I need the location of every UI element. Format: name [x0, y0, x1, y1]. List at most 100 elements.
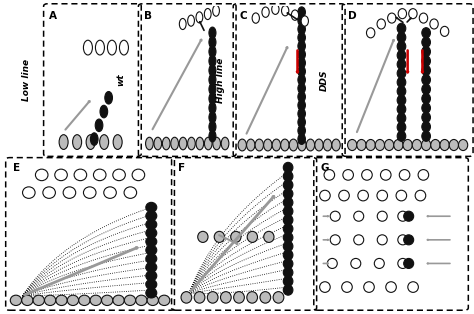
Circle shape [404, 235, 414, 245]
Circle shape [301, 16, 309, 26]
Circle shape [146, 254, 157, 264]
Circle shape [283, 206, 293, 216]
Circle shape [397, 86, 406, 96]
Circle shape [45, 295, 56, 306]
Circle shape [422, 103, 430, 113]
Circle shape [146, 202, 157, 212]
Circle shape [422, 75, 430, 85]
Circle shape [181, 292, 192, 303]
Circle shape [397, 113, 406, 123]
Circle shape [283, 267, 293, 278]
Circle shape [418, 170, 428, 180]
Circle shape [366, 139, 375, 150]
Circle shape [231, 231, 241, 242]
Circle shape [343, 170, 354, 180]
Circle shape [55, 169, 67, 181]
Circle shape [146, 245, 157, 255]
Circle shape [213, 137, 220, 150]
Circle shape [209, 36, 216, 48]
Circle shape [330, 211, 340, 221]
Circle shape [422, 28, 430, 38]
Circle shape [298, 91, 305, 102]
Circle shape [397, 23, 406, 34]
Circle shape [83, 40, 92, 55]
Circle shape [323, 139, 332, 151]
Text: F: F [178, 163, 185, 173]
Circle shape [358, 190, 368, 201]
Circle shape [283, 171, 293, 181]
Circle shape [449, 139, 458, 150]
Circle shape [422, 112, 430, 122]
Circle shape [403, 139, 412, 150]
Circle shape [283, 232, 293, 243]
Circle shape [273, 292, 284, 303]
Circle shape [146, 288, 157, 298]
Circle shape [374, 258, 384, 268]
Circle shape [419, 13, 428, 23]
Circle shape [408, 282, 419, 292]
Circle shape [415, 190, 426, 201]
Circle shape [412, 139, 421, 150]
Circle shape [234, 292, 245, 303]
Circle shape [398, 9, 407, 19]
Circle shape [298, 15, 305, 26]
Circle shape [298, 139, 306, 151]
Circle shape [196, 12, 203, 23]
Circle shape [79, 295, 90, 306]
Circle shape [105, 91, 112, 104]
Text: DDS: DDS [320, 69, 329, 91]
Circle shape [101, 295, 113, 306]
Text: wt: wt [117, 74, 125, 86]
Circle shape [347, 139, 357, 150]
Circle shape [342, 282, 352, 292]
Circle shape [264, 139, 272, 151]
Circle shape [272, 139, 281, 151]
Circle shape [319, 190, 330, 201]
Circle shape [158, 295, 170, 306]
Text: Low line: Low line [22, 59, 30, 101]
Circle shape [146, 228, 157, 238]
Circle shape [298, 7, 305, 18]
Circle shape [104, 187, 116, 198]
Circle shape [397, 32, 406, 43]
Circle shape [209, 121, 216, 133]
Circle shape [95, 40, 104, 55]
Circle shape [209, 55, 216, 67]
Circle shape [421, 139, 431, 150]
Circle shape [404, 211, 414, 221]
Circle shape [298, 74, 305, 85]
Circle shape [422, 122, 430, 132]
Circle shape [375, 139, 384, 150]
Circle shape [397, 95, 406, 106]
Circle shape [91, 133, 98, 145]
Circle shape [283, 285, 293, 295]
Circle shape [252, 13, 259, 23]
Circle shape [179, 137, 187, 150]
Text: C: C [239, 11, 246, 21]
Circle shape [146, 211, 157, 221]
Circle shape [381, 170, 391, 180]
Circle shape [73, 135, 82, 149]
Circle shape [119, 40, 128, 55]
Circle shape [332, 139, 340, 151]
Circle shape [83, 187, 96, 198]
Circle shape [298, 125, 305, 136]
Circle shape [298, 66, 305, 77]
Circle shape [283, 224, 293, 234]
Circle shape [209, 130, 216, 142]
Circle shape [36, 169, 48, 181]
Circle shape [209, 84, 216, 95]
Circle shape [63, 187, 76, 198]
Circle shape [388, 13, 396, 23]
Circle shape [56, 295, 67, 306]
Circle shape [113, 295, 124, 306]
Circle shape [95, 119, 103, 132]
Circle shape [351, 258, 361, 268]
Circle shape [209, 65, 216, 76]
Circle shape [283, 259, 293, 269]
Circle shape [124, 187, 137, 198]
Circle shape [214, 231, 225, 242]
Text: E: E [13, 163, 20, 173]
Circle shape [377, 211, 387, 221]
Circle shape [298, 49, 305, 60]
